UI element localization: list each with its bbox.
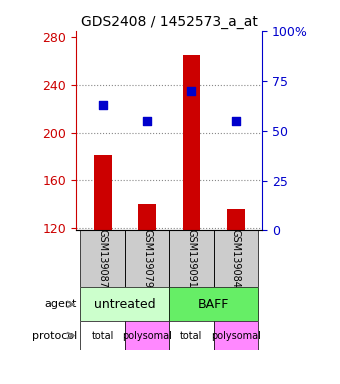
Text: GSM139084: GSM139084 bbox=[231, 229, 241, 288]
Text: GSM139091: GSM139091 bbox=[186, 229, 197, 288]
Point bbox=[189, 88, 194, 94]
FancyBboxPatch shape bbox=[125, 230, 169, 287]
Text: polysomal: polysomal bbox=[211, 331, 261, 341]
Text: GSM139079: GSM139079 bbox=[142, 229, 152, 288]
FancyBboxPatch shape bbox=[214, 321, 258, 350]
FancyBboxPatch shape bbox=[81, 287, 169, 321]
FancyBboxPatch shape bbox=[81, 230, 125, 287]
Text: protocol: protocol bbox=[32, 331, 77, 341]
Text: polysomal: polysomal bbox=[122, 331, 172, 341]
Text: untreated: untreated bbox=[94, 298, 156, 311]
Text: agent: agent bbox=[45, 299, 77, 310]
Text: BAFF: BAFF bbox=[198, 298, 229, 311]
Title: GDS2408 / 1452573_a_at: GDS2408 / 1452573_a_at bbox=[81, 15, 258, 29]
FancyBboxPatch shape bbox=[214, 230, 258, 287]
FancyBboxPatch shape bbox=[125, 321, 169, 350]
FancyBboxPatch shape bbox=[169, 287, 258, 321]
Point bbox=[233, 118, 238, 124]
Bar bbox=[138, 204, 156, 230]
FancyBboxPatch shape bbox=[169, 230, 214, 287]
FancyBboxPatch shape bbox=[169, 321, 214, 350]
FancyBboxPatch shape bbox=[81, 321, 125, 350]
Bar bbox=[94, 156, 112, 230]
Bar bbox=[183, 55, 200, 230]
Bar bbox=[227, 209, 245, 230]
Text: total: total bbox=[180, 331, 203, 341]
Text: GSM139087: GSM139087 bbox=[98, 229, 108, 288]
Point bbox=[144, 118, 150, 124]
Point bbox=[100, 102, 105, 108]
Text: total: total bbox=[91, 331, 114, 341]
